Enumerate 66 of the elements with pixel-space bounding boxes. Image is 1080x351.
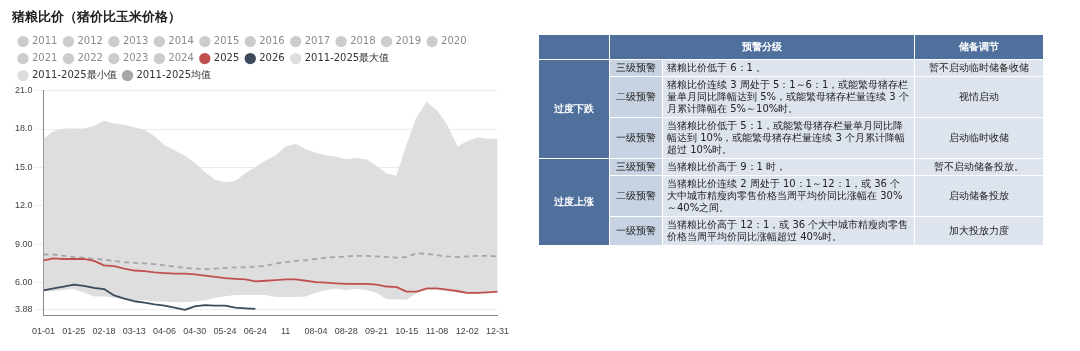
legend-label: 2023 bbox=[122, 52, 149, 64]
x-tick-label: 12-31 bbox=[485, 326, 510, 337]
x-tick-label: 06-24 bbox=[243, 326, 267, 337]
x-tick-label: 12-02 bbox=[455, 326, 479, 337]
text: 一级预警 bbox=[609, 117, 663, 159]
chart-title: 猪粮比价（猪价比玉米价格） bbox=[11, 9, 181, 25]
legend-label: 2011-2025最小值 bbox=[32, 69, 117, 81]
y-tick-label: 12.0 bbox=[14, 200, 33, 211]
legend-label: 2015 bbox=[213, 35, 240, 47]
legend-label: 2025 bbox=[213, 52, 240, 64]
line-series bbox=[42, 252, 499, 271]
legend-label: 2019 bbox=[395, 35, 422, 47]
text: 当猪粮比价连续 2 周处于 10：1～12：1，或 36 个大中城市精瘦肉零售价格当周平均价同比涨幅在 30%～40%之间。 bbox=[662, 175, 915, 217]
x-tick-label: 04-30 bbox=[183, 326, 207, 337]
x-tick-label: 03-13 bbox=[122, 326, 146, 337]
x-tick-label: 01-01 bbox=[32, 326, 56, 337]
text: 当猪粮比价高于 12：1，或 36 个大中城市精瘦肉零售价格当周平均价同比涨幅超过 40%时。 bbox=[662, 216, 915, 246]
text: 三级预警 bbox=[609, 59, 663, 77]
legend-label: 2012 bbox=[77, 35, 103, 47]
x-tick-label: 11 bbox=[280, 326, 291, 337]
x-tick-label: 05-24 bbox=[213, 326, 237, 337]
text: 预警分级 bbox=[609, 34, 915, 60]
text: 暂不启动储备投放。 bbox=[914, 158, 1044, 176]
y-tick-label: 18.0 bbox=[14, 123, 33, 134]
x-tick-label: 09-21 bbox=[364, 326, 388, 337]
text: 二级预警 bbox=[609, 175, 663, 217]
legend-label: 2013 bbox=[122, 35, 149, 47]
text: 一级预警 bbox=[609, 216, 663, 246]
text: 过度下跌 bbox=[538, 59, 610, 159]
x-tick-label: 08-04 bbox=[304, 326, 328, 337]
text: 当猪粮比价高于 9：1 时， bbox=[662, 158, 915, 176]
text: 启动储备投放 bbox=[914, 175, 1044, 217]
y-tick-label: 6.00 bbox=[14, 277, 33, 288]
text: 猪粮比价低于 6：1 。 bbox=[662, 59, 915, 77]
text: 过度上涨 bbox=[538, 158, 610, 246]
text: 当猪粮比价低于 5：1，或能繁母猪存栏量单月同比降幅达到 10%，或能繁母猪存栏量连续 3 个月累计降幅超过 10%时。 bbox=[662, 117, 915, 159]
text: 加大投放力度 bbox=[914, 216, 1044, 246]
text: 三级预警 bbox=[609, 158, 663, 176]
legend-label: 2020 bbox=[441, 35, 467, 47]
legend-label: 2021 bbox=[32, 52, 58, 64]
text: 启动临时收储 bbox=[914, 117, 1044, 159]
x-tick-label: 02-18 bbox=[92, 326, 116, 337]
y-tick-label: 21.0 bbox=[14, 85, 33, 96]
y-tick-label: 3.88 bbox=[14, 304, 33, 315]
legend-label: 2017 bbox=[304, 35, 331, 47]
legend-label: 2022 bbox=[77, 52, 103, 64]
text: 储备调节 bbox=[914, 34, 1044, 60]
legend-label: 2016 bbox=[259, 35, 285, 47]
legend-label: 2011 bbox=[32, 35, 58, 47]
x-tick-label: 04-06 bbox=[153, 326, 177, 337]
text: 视情启动 bbox=[914, 76, 1044, 118]
x-tick-label: 01-25 bbox=[62, 326, 86, 337]
legend-label: 2026 bbox=[259, 52, 285, 64]
legend-label: 2011-2025均值 bbox=[136, 69, 212, 81]
text: 二级预警 bbox=[609, 76, 663, 118]
text: 猪粮比价连续 3 周处于 5：1～6：1，或能繁母猪存栏量单月同比降幅达到 5%，或能繁母猪存栏量连续 3 个月累计降幅在 5%～10%时。 bbox=[662, 76, 915, 118]
legend-label: 2024 bbox=[168, 52, 194, 64]
y-tick-label: 15.0 bbox=[14, 161, 33, 172]
x-tick-label: 08-28 bbox=[334, 326, 358, 337]
legend-label: 2014 bbox=[168, 35, 194, 47]
legend-label: 2018 bbox=[350, 35, 376, 47]
y-tick-label: 9.00 bbox=[14, 238, 33, 249]
x-tick-label: 11-08 bbox=[425, 326, 449, 337]
x-tick-label: 10-15 bbox=[395, 326, 419, 337]
text: 暂不启动临时储备收储 bbox=[914, 59, 1044, 77]
legend-label: 2011-2025最大值 bbox=[304, 52, 390, 64]
